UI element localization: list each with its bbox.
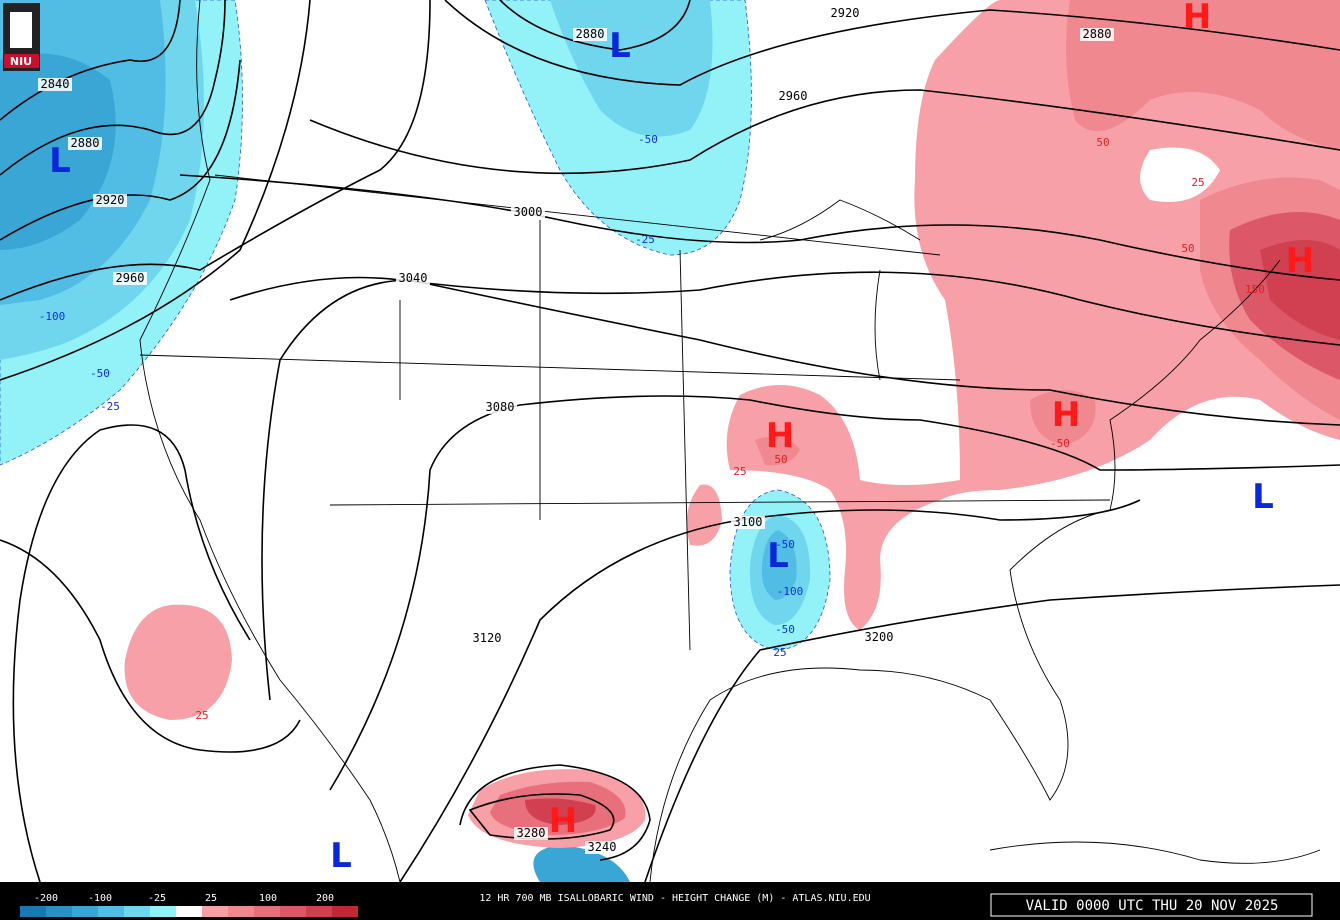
- pressure-center: H: [1183, 0, 1211, 37]
- contour-label: 2960: [779, 89, 808, 103]
- contour-labels: 2840 2880 2920 2960 2880 2920 2960 2880 3000 3040…: [38, 6, 1114, 854]
- legend-label: 100: [259, 893, 277, 904]
- legend-swatch: [176, 906, 202, 917]
- legend-swatch: [150, 906, 176, 917]
- contour-label-bg: [68, 137, 102, 150]
- legend-label: 200: [316, 893, 334, 904]
- pressure-centers: L L L L L H H H H H: [49, 0, 1314, 876]
- change-label: 25: [1191, 176, 1204, 189]
- change-labels: -100 -50 -25 -50 -25 -50 -100 -50 25 50 25 50 150 50 2…: [39, 133, 1265, 722]
- height-contours: [0, 0, 1340, 883]
- contour-label: 2920: [831, 6, 860, 20]
- contour-label-bg: [862, 631, 896, 644]
- contour-label: 3120: [473, 631, 502, 645]
- contour-label-bg: [828, 7, 862, 20]
- pressure-center: L: [330, 836, 352, 876]
- contour-label-bg: [514, 827, 548, 840]
- legend-swatch: [46, 906, 72, 917]
- change-label: -50: [90, 367, 110, 380]
- change-label: -25: [100, 400, 120, 413]
- change-label: -50: [638, 133, 658, 146]
- pressure-center: L: [49, 141, 71, 181]
- legend-swatch: [98, 906, 124, 917]
- legend-label: 25: [205, 893, 217, 904]
- change-label: -50: [1050, 437, 1070, 450]
- change-label: -50: [775, 538, 795, 551]
- change-label: 50: [1096, 136, 1109, 149]
- contour-label-bg: [585, 841, 619, 854]
- contour-label: 2960: [116, 271, 145, 285]
- contour-label-bg: [113, 272, 147, 285]
- change-label: 50: [1181, 242, 1194, 255]
- legend-swatch: [254, 906, 280, 917]
- coastlines-borders: [139, 0, 1321, 883]
- contour-label-bg: [1080, 28, 1114, 41]
- contour-label-bg: [483, 401, 517, 414]
- pressure-center: H: [549, 801, 577, 841]
- change-label: -100: [39, 310, 66, 323]
- contour-label-bg: [396, 272, 430, 285]
- contour-label: 3080: [486, 400, 515, 414]
- change-label: 25: [733, 465, 746, 478]
- legend-swatch: [306, 906, 332, 917]
- color-legend: -200 -100 -25 25 100 200: [20, 893, 358, 917]
- pressure-center: H: [766, 416, 794, 456]
- change-label: 150: [1245, 283, 1265, 296]
- contour-label: 3000: [514, 205, 543, 219]
- contour-label: 2880: [1083, 27, 1112, 41]
- rising-areas: [124, 0, 1340, 848]
- contour-label-bg: [470, 632, 504, 645]
- change-label: -50: [775, 623, 795, 636]
- contour-label-bg: [38, 78, 72, 91]
- legend-swatch: [72, 906, 98, 917]
- change-label: 50: [774, 453, 787, 466]
- legend-label: -200: [34, 893, 58, 904]
- contour-label: 2840: [41, 77, 70, 91]
- change-label: -100: [777, 585, 804, 598]
- contour-label: 2880: [576, 27, 605, 41]
- legend-swatch: [332, 906, 358, 917]
- caption: 12 HR 700 MB ISALLOBARIC WIND - HEIGHT C…: [479, 893, 870, 904]
- legend-swatch: [124, 906, 150, 917]
- pressure-center: L: [1252, 477, 1274, 517]
- legend-swatch: [228, 906, 254, 917]
- contour-label: 3100: [734, 515, 763, 529]
- legend-swatch: [280, 906, 306, 917]
- pressure-center: H: [1286, 241, 1314, 281]
- change-label: -25: [635, 233, 655, 246]
- legend-swatch: [20, 906, 46, 917]
- legend-label: -25: [148, 893, 166, 904]
- contour-label-bg: [776, 90, 810, 103]
- change-label: 25: [195, 709, 208, 722]
- logo: NIU: [3, 3, 40, 71]
- pressure-center: L: [609, 26, 631, 66]
- legend-label: -100: [88, 893, 112, 904]
- contour-label: 3200: [865, 630, 894, 644]
- contour-label: 2880: [71, 136, 100, 150]
- valid-box: [990, 893, 1313, 917]
- contour-label: 3280: [517, 826, 546, 840]
- valid-time: VALID 0000 UTC THU 20 NOV 2025: [1026, 898, 1279, 914]
- pressure-center: L: [767, 536, 789, 576]
- contour-label-bg: [93, 194, 127, 207]
- contour-label-bg: [731, 516, 765, 529]
- contour-label-bg: [573, 28, 607, 41]
- change-label: 25: [773, 646, 786, 659]
- pressure-center: H: [1052, 395, 1080, 435]
- contour-label-bg: [511, 206, 545, 219]
- legend-swatch: [202, 906, 228, 917]
- contour-label: 3040: [399, 271, 428, 285]
- logo-text: NIU: [10, 55, 32, 68]
- contour-label: 3240: [588, 840, 617, 854]
- contour-label: 2920: [96, 193, 125, 207]
